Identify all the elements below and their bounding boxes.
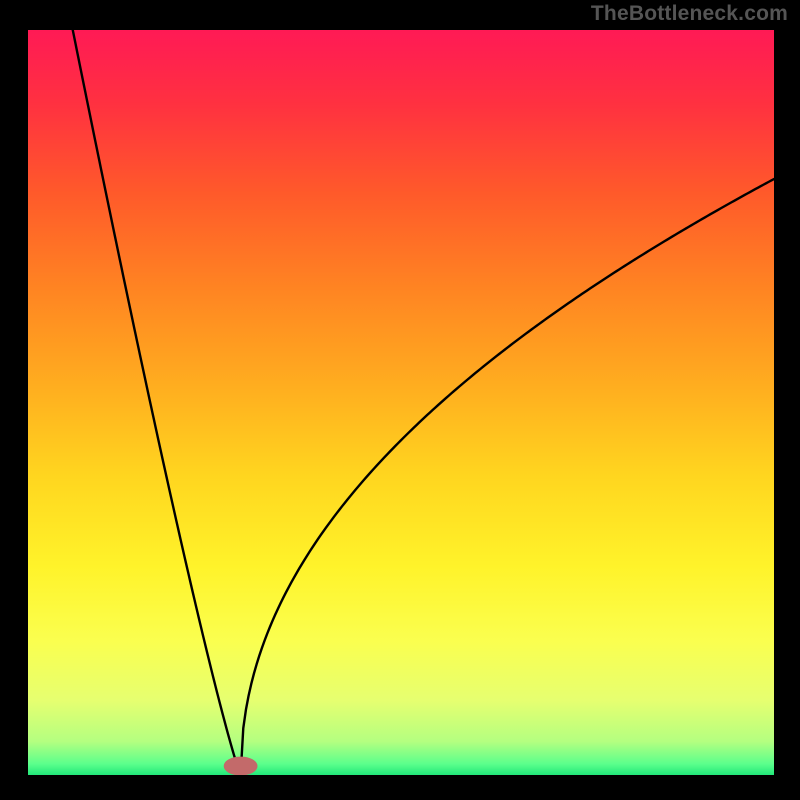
chart-container: TheBottleneck.com <box>0 0 800 800</box>
optimal-point-marker <box>224 757 257 775</box>
bottleneck-curve-chart <box>28 30 774 775</box>
plot-background <box>28 30 774 775</box>
watermark-text: TheBottleneck.com <box>591 2 788 26</box>
plot-area <box>28 30 774 775</box>
